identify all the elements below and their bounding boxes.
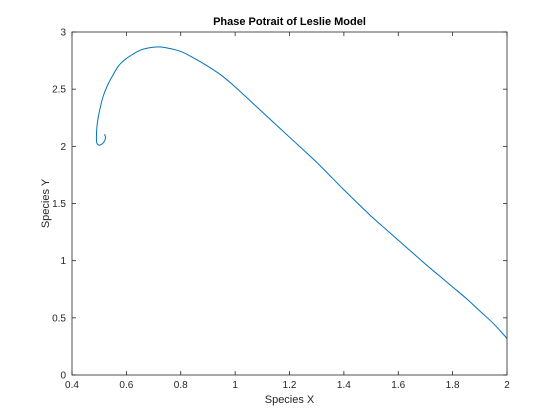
y-axis-label: Species Y	[40, 178, 52, 228]
x-tick-label: 0.6	[119, 380, 133, 391]
x-tick-label: 2	[504, 380, 510, 391]
y-tick-label: 0	[60, 371, 66, 382]
plot-area	[72, 32, 507, 375]
x-tick-label: 1	[232, 380, 238, 391]
y-tick-label: 3	[60, 28, 66, 39]
y-tick-label: 1.5	[52, 199, 66, 210]
axes-box	[71, 31, 508, 376]
x-tick-label: 1.4	[337, 380, 351, 391]
x-axis-label: Species X	[265, 394, 315, 406]
x-tick-label: 0.8	[174, 380, 188, 391]
y-tick-label: 2.5	[52, 85, 66, 96]
y-tick-label: 1	[60, 256, 66, 267]
x-tick-label: 1.8	[446, 380, 460, 391]
y-tick-label: 0.5	[52, 313, 66, 324]
series-line	[95, 46, 508, 339]
chart-title: Phase Potrait of Leslie Model	[213, 16, 366, 28]
x-tick-label: 0.4	[65, 380, 79, 391]
x-tick-label: 1.2	[283, 380, 297, 391]
y-tick-label: 2	[60, 142, 66, 153]
x-tick-label: 1.6	[391, 380, 405, 391]
